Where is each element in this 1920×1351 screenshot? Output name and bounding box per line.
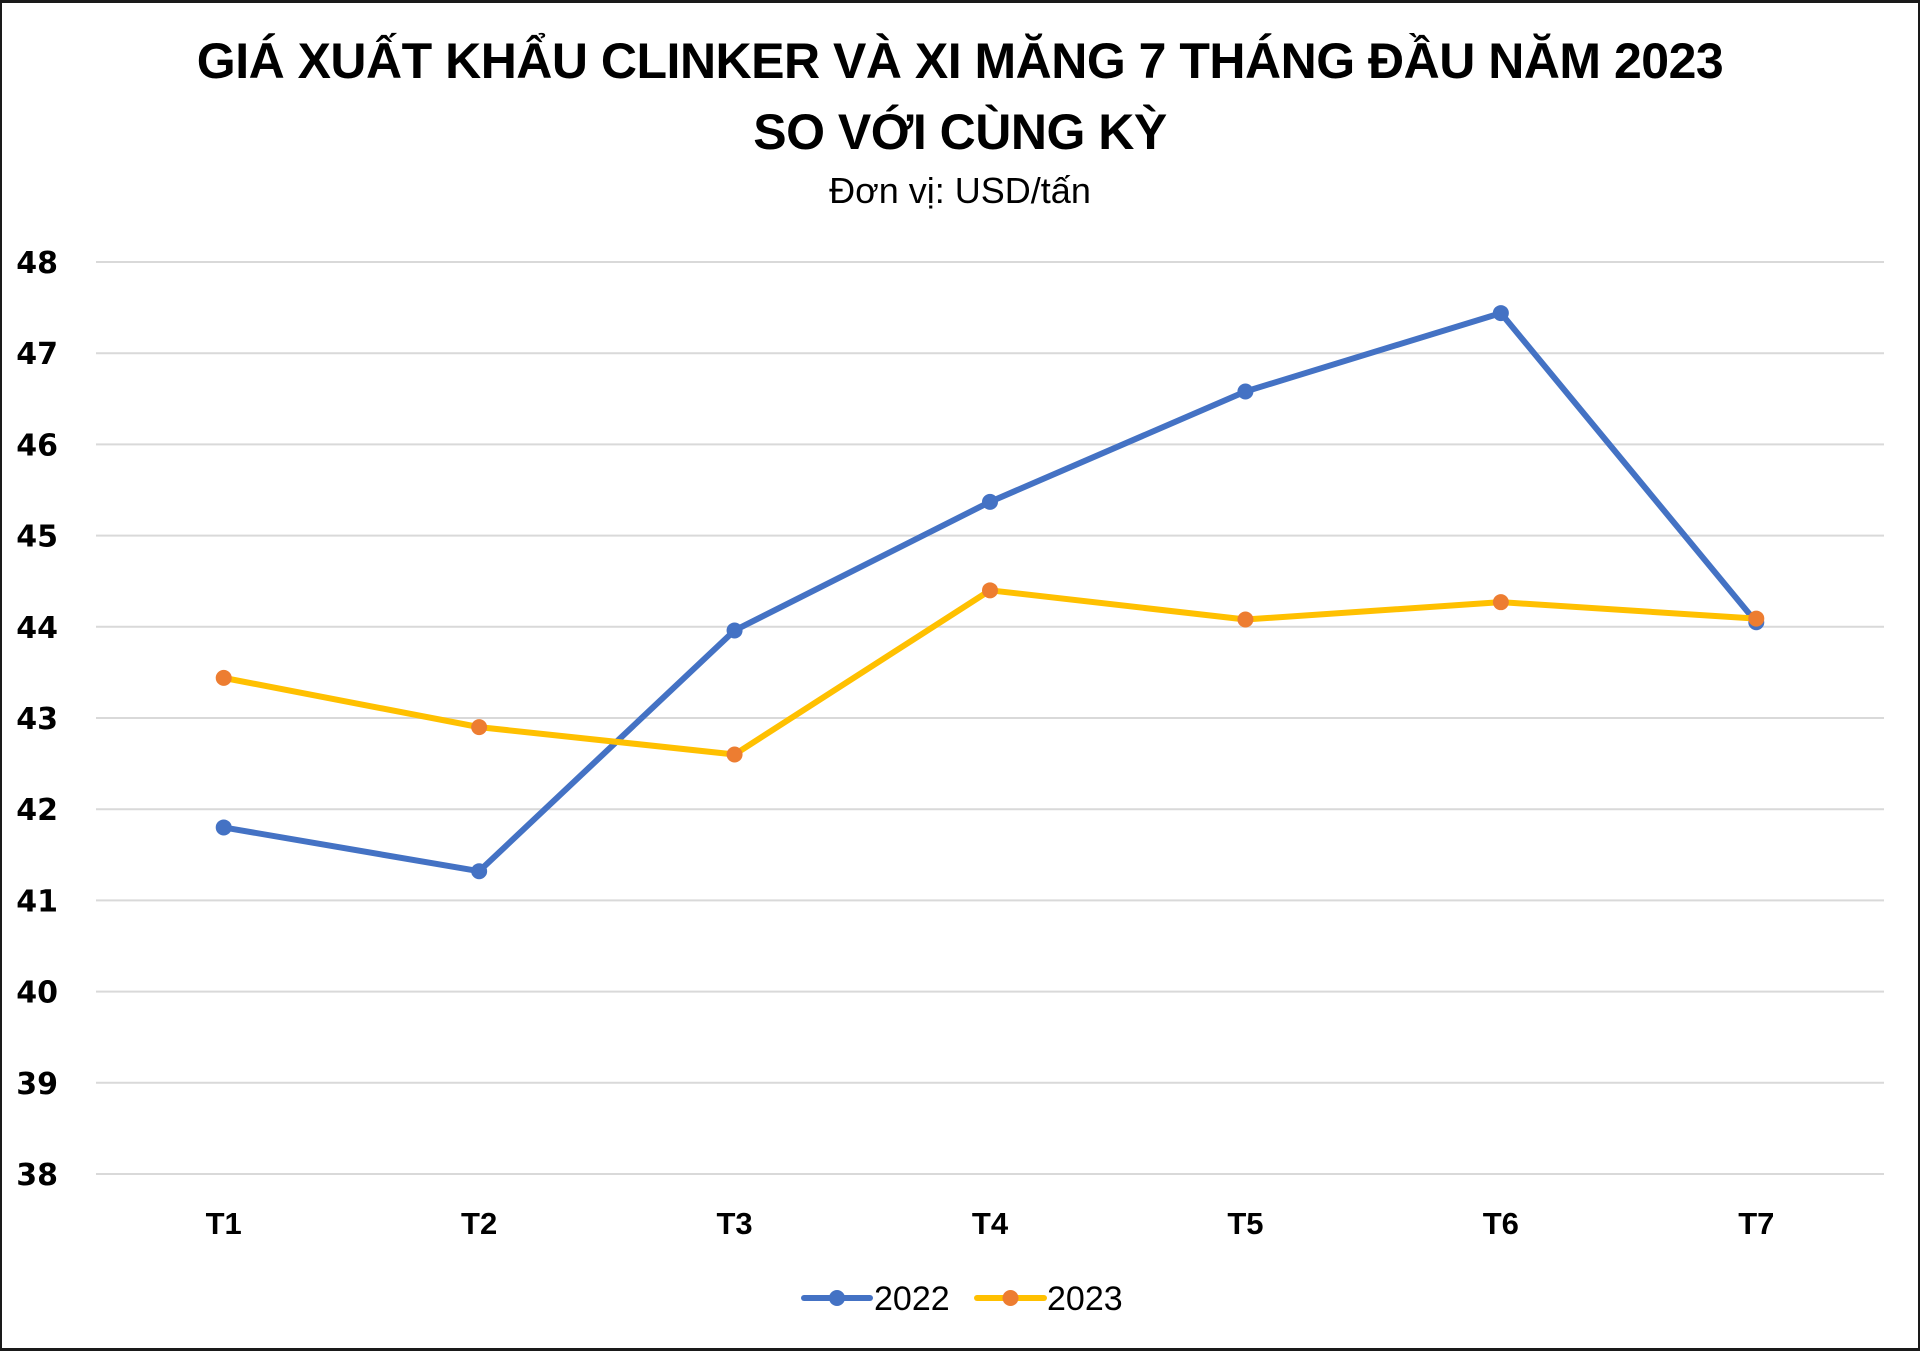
- y-tick-label: 45: [16, 520, 58, 555]
- x-tick-label: T6: [1483, 1206, 1519, 1241]
- legend-marker-icon: [1002, 1290, 1019, 1306]
- x-tick-label: T2: [461, 1206, 497, 1241]
- y-axis-labels: 48 47 46 45 44 43 42 41 40 39 38: [16, 246, 58, 1193]
- y-tick-label: 48: [16, 246, 58, 281]
- y-tick-label: 40: [16, 976, 58, 1011]
- gridlines: [96, 261, 1884, 1175]
- legend-item-2022[interactable]: 2022: [801, 1280, 950, 1318]
- data-point-marker[interactable]: [1492, 594, 1509, 611]
- x-tick-label: T4: [972, 1206, 1009, 1241]
- data-point-marker[interactable]: [215, 669, 232, 686]
- y-tick-label: 39: [16, 1067, 58, 1102]
- legend-label: 2023: [1047, 1280, 1123, 1318]
- chart-title-line-1: GIÁ XUẤT KHẨU CLINKER VÀ XI MĂNG 7 THÁNG…: [196, 33, 1724, 89]
- data-point-marker[interactable]: [726, 746, 743, 763]
- y-tick-label: 43: [16, 702, 58, 737]
- data-point-marker[interactable]: [982, 493, 998, 510]
- data-point-marker[interactable]: [471, 719, 488, 736]
- data-point-marker[interactable]: [982, 582, 998, 599]
- data-point-marker[interactable]: [215, 819, 232, 836]
- chart-title-line-2: SO VỚI CÙNG KỲ: [753, 104, 1167, 160]
- data-point-marker[interactable]: [726, 622, 743, 639]
- y-tick-label: 47: [16, 337, 58, 372]
- chart-subtitle-unit: Đơn vị: USD/tấn: [829, 170, 1091, 211]
- y-tick-label: 42: [16, 793, 58, 828]
- data-point-marker[interactable]: [471, 863, 488, 880]
- data-point-marker[interactable]: [1492, 305, 1509, 322]
- series-2022: [215, 305, 1765, 880]
- y-tick-label: 44: [16, 611, 58, 646]
- y-tick-label: 38: [16, 1158, 58, 1193]
- y-tick-label: 46: [16, 428, 58, 463]
- legend: 2022 2023: [801, 1280, 1123, 1318]
- x-tick-label: T1: [206, 1206, 242, 1241]
- series-2023: [215, 582, 1765, 763]
- data-point-marker[interactable]: [1237, 383, 1254, 400]
- y-tick-label: 41: [16, 884, 58, 919]
- series-line: [220, 587, 1760, 758]
- data-series: [215, 305, 1765, 880]
- legend-label: 2022: [874, 1280, 950, 1318]
- data-point-marker[interactable]: [1237, 611, 1254, 628]
- x-tick-label: T7: [1738, 1206, 1774, 1241]
- x-tick-label: T3: [716, 1206, 752, 1241]
- legend-marker-icon: [829, 1290, 845, 1306]
- legend-item-2023[interactable]: 2023: [974, 1280, 1123, 1318]
- data-point-marker[interactable]: [1748, 610, 1765, 627]
- x-tick-label: T5: [1227, 1206, 1263, 1241]
- x-axis-labels: T1 T2 T3 T4 T5 T6 T7: [206, 1206, 1775, 1241]
